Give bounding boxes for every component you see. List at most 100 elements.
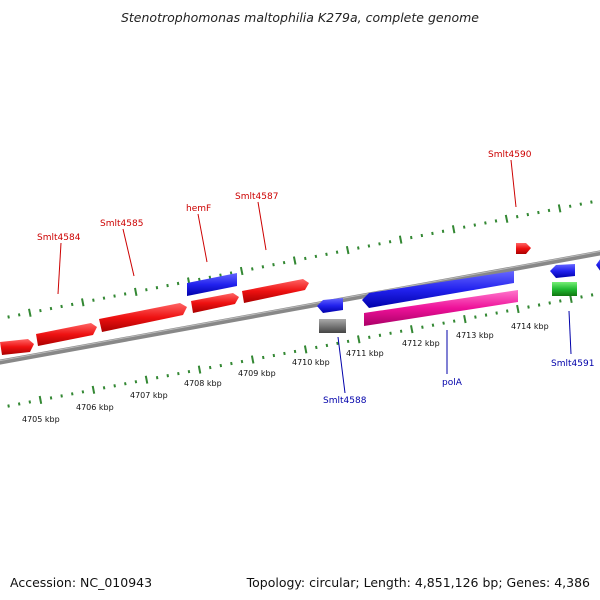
pseudogene-block[interactable] — [319, 319, 346, 333]
minor-tick — [7, 315, 10, 319]
minor-tick — [506, 309, 509, 313]
minor-tick — [251, 267, 254, 271]
major-tick — [144, 375, 149, 384]
gene-block[interactable] — [99, 303, 187, 332]
gene-label-smlt4587[interactable]: Smlt4587 — [235, 192, 278, 202]
minor-tick — [155, 376, 159, 380]
minor-tick — [102, 386, 106, 390]
minor-tick — [580, 295, 583, 299]
minor-tick — [124, 382, 127, 386]
minor-tick — [420, 233, 424, 238]
kbp-label: 4706 kbp — [76, 403, 114, 412]
reverse-scale-ticks — [7, 293, 594, 408]
major-tick — [197, 365, 202, 374]
minor-tick — [17, 313, 21, 317]
minor-tick — [367, 244, 371, 248]
minor-tick — [590, 293, 594, 297]
major-tick — [250, 355, 255, 364]
minor-tick — [388, 240, 392, 244]
major-tick — [134, 287, 138, 296]
minor-tick — [187, 370, 191, 374]
minor-tick — [548, 301, 551, 305]
major-tick — [516, 304, 520, 314]
major-tick — [569, 294, 573, 303]
kbp-label: 4708 kbp — [184, 379, 222, 388]
major-tick — [292, 256, 297, 265]
gene-block[interactable] — [242, 279, 309, 303]
gene-block[interactable] — [596, 257, 600, 272]
minor-tick — [526, 212, 530, 217]
major-tick — [557, 204, 562, 213]
minor-tick — [579, 202, 583, 206]
minor-tick — [442, 321, 445, 325]
gene-label-smlt4584[interactable]: Smlt4584 — [37, 233, 81, 243]
minor-tick — [102, 296, 106, 300]
minor-tick — [92, 298, 95, 302]
gene-label-smlt4590[interactable]: Smlt4590 — [488, 150, 532, 160]
map-title: Stenotrophomonas maltophilia K279a, comp… — [120, 10, 480, 25]
minor-tick — [145, 288, 148, 292]
gene-block[interactable] — [516, 243, 531, 254]
minor-tick — [155, 286, 159, 290]
minor-tick — [441, 229, 445, 233]
minor-tick — [70, 302, 74, 307]
minor-tick — [389, 331, 392, 335]
minor-tick — [39, 308, 42, 313]
minor-tick — [346, 339, 350, 344]
minor-tick — [166, 374, 169, 378]
minor-tick — [314, 254, 318, 259]
minor-tick — [378, 333, 382, 337]
minor-tick — [49, 396, 53, 400]
minor-tick — [537, 303, 541, 307]
major-tick — [239, 266, 244, 276]
minor-tick — [60, 394, 63, 398]
minor-tick — [590, 200, 593, 204]
minor-tick — [431, 323, 435, 327]
minor-tick — [515, 215, 519, 219]
minor-tick — [219, 273, 222, 277]
rna-gene-block[interactable] — [364, 290, 518, 326]
major-tick — [345, 245, 350, 255]
minor-tick — [452, 319, 456, 323]
major-tick — [451, 225, 456, 234]
major-tick — [463, 315, 467, 324]
major-tick — [410, 325, 414, 334]
minor-tick — [208, 275, 212, 279]
gene-block[interactable] — [187, 273, 237, 296]
genome-summary: Topology: circular; Length: 4,851,126 bp… — [246, 575, 590, 590]
gene-block[interactable] — [550, 264, 575, 278]
forward-genes — [0, 243, 531, 355]
minor-tick — [60, 304, 63, 309]
gene-label-smlt4591[interactable]: Smlt4591 — [551, 359, 594, 369]
gene-label-smlt4588[interactable]: Smlt4588 — [323, 396, 367, 406]
gene-label-hemF[interactable]: hemF — [186, 204, 211, 214]
minor-tick — [7, 404, 10, 408]
gene-block[interactable] — [317, 298, 343, 313]
major-tick — [91, 385, 96, 394]
kbp-label: 4709 kbp — [238, 369, 276, 378]
minor-tick — [336, 341, 339, 346]
gene-block[interactable] — [191, 293, 239, 313]
minor-tick — [368, 335, 371, 339]
minor-tick — [71, 392, 74, 396]
minor-tick — [495, 311, 498, 315]
minor-tick — [230, 361, 233, 366]
gene-block[interactable] — [0, 339, 34, 355]
minor-tick — [484, 313, 488, 317]
gene-label-polA[interactable]: polA — [442, 378, 463, 388]
other-feature-block[interactable] — [552, 282, 577, 296]
gene-label-smlt4585[interactable]: Smlt4585 — [100, 219, 143, 229]
gene-block[interactable] — [362, 271, 514, 308]
minor-tick — [325, 252, 328, 256]
minor-tick — [240, 359, 244, 364]
minor-tick — [474, 315, 477, 319]
kbp-label: 4710 kbp — [292, 358, 330, 367]
minor-tick — [399, 329, 403, 333]
minor-tick — [484, 221, 487, 225]
gene-block[interactable] — [36, 323, 97, 346]
minor-tick — [261, 265, 265, 269]
genome-backbone — [0, 250, 600, 365]
minor-tick — [494, 219, 498, 223]
minor-tick — [177, 372, 180, 376]
